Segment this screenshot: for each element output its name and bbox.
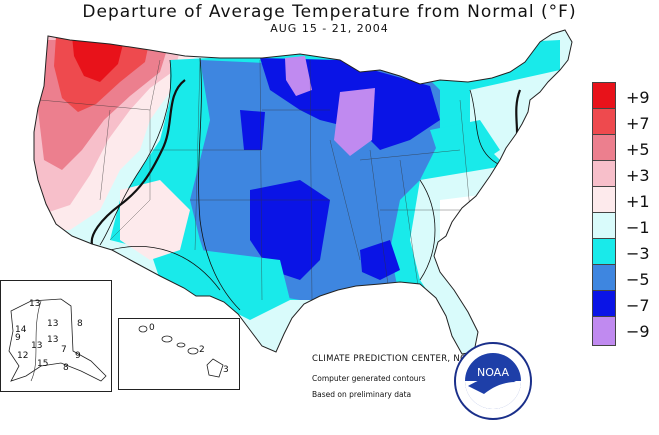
legend-item: +3 (592, 160, 652, 190)
hawaii-label: 3 (223, 365, 229, 375)
hawaii-label: 0 (149, 323, 155, 333)
alaska-label: 7 (61, 345, 67, 355)
legend-item: −1 (592, 212, 652, 242)
hawaii-inset: 0 2 3 (118, 318, 240, 390)
legend-item: −5 (592, 264, 652, 294)
legend-label: +9 (626, 88, 650, 107)
legend-swatch (592, 316, 616, 346)
alaska-label: 13 (29, 299, 41, 309)
legend-item: −9 (592, 316, 652, 346)
alaska-label: 8 (77, 319, 83, 329)
credit-center: CLIMATE PREDICTION CENTER, NOAA (312, 354, 480, 364)
alaska-label: 12 (17, 351, 29, 361)
noaa-logo-text: NOAA (477, 366, 510, 379)
legend-label: −1 (626, 218, 650, 237)
alaska-label: 14 (15, 325, 27, 335)
credit-line3: Based on preliminary data (312, 390, 412, 399)
alaska-label: 9 (75, 351, 81, 361)
hawaii-islands (138, 325, 224, 378)
legend-item: +5 (592, 134, 652, 164)
contour-lines (99, 57, 501, 311)
legend-label: +1 (626, 192, 650, 211)
legend-swatch (592, 212, 616, 242)
legend-label: −5 (626, 270, 650, 289)
alaska-label: 8 (63, 363, 69, 373)
state-lines (39, 59, 471, 301)
credit-line2: Computer generated contours (312, 374, 426, 383)
alaska-label: 15 (37, 359, 49, 369)
map-date-range: AUG 15 - 21, 2004 (270, 22, 389, 35)
alaska-label: 13 (47, 335, 59, 345)
hawaii-label: 2 (199, 345, 205, 355)
legend-label: +7 (626, 114, 650, 133)
alaska-label: 9 (15, 333, 21, 343)
map-title: Departure of Average Temperature from No… (82, 2, 577, 22)
alaska-label: 13 (47, 319, 59, 329)
noaa-logo: NOAA (454, 342, 532, 420)
legend-label: −3 (626, 244, 650, 263)
legend-label: +5 (626, 140, 650, 159)
legend-item: +9 (592, 82, 652, 112)
legend-swatch (592, 160, 616, 190)
legend-item: −3 (592, 238, 652, 268)
legend-label: −7 (626, 296, 650, 315)
legend-label: −9 (626, 322, 650, 341)
legend-item: −7 (592, 290, 652, 320)
legend-swatch (592, 134, 616, 164)
alaska-label: 13 (31, 341, 43, 351)
alaska-outline (8, 298, 107, 382)
legend-label: +3 (626, 166, 650, 185)
alaska-inset: 13 14 13 13 13 12 7 9 8 15 8 9 (0, 280, 112, 392)
legend-item: +7 (592, 108, 652, 138)
